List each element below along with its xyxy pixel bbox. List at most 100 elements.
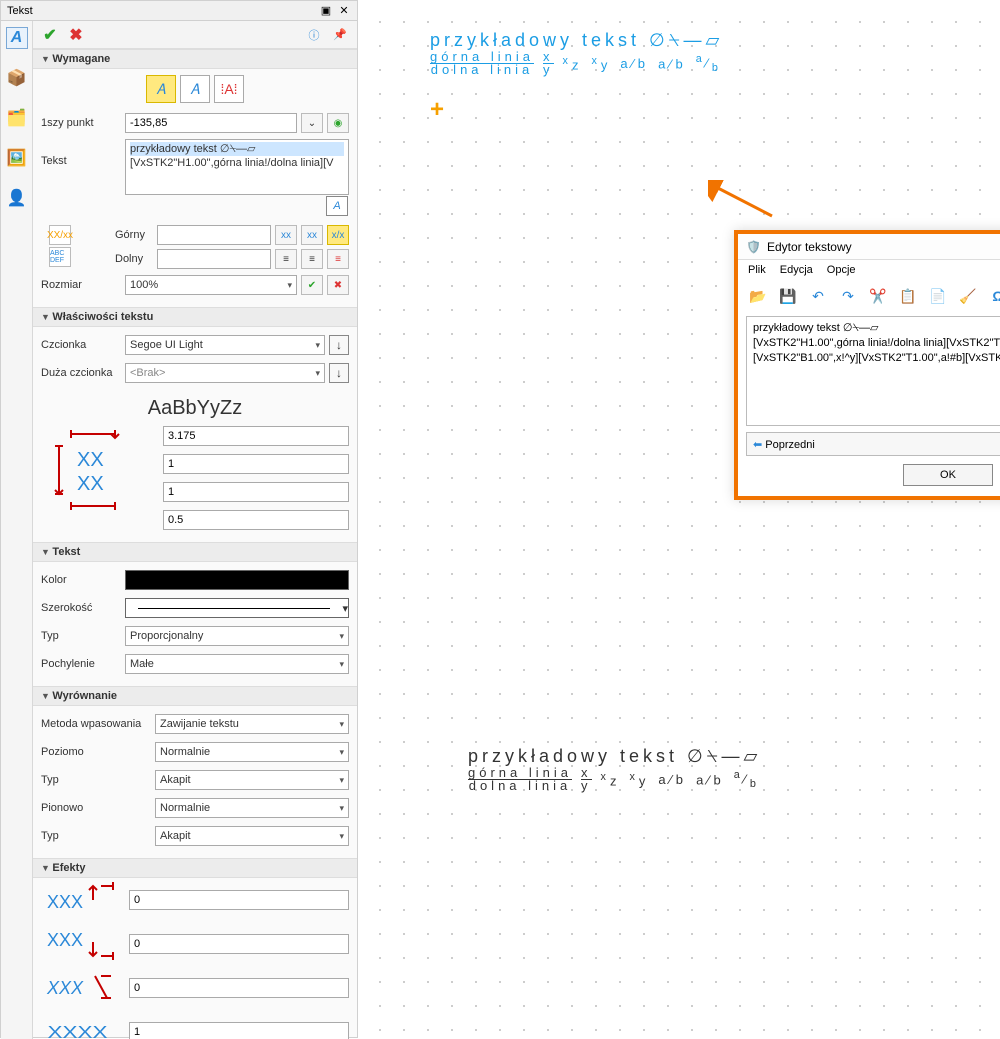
text-content-line1: przykładowy tekst ∅⍀—▱	[130, 142, 344, 156]
spacing-1-input[interactable]	[163, 426, 349, 446]
bigfont-dropdown[interactable]: <Brak>	[125, 363, 325, 383]
menu-file[interactable]: Plik	[748, 264, 766, 276]
panel-title: Tekst	[7, 5, 33, 17]
align-type1-dropdown[interactable]: Akapit	[155, 770, 349, 790]
lower-align3[interactable]: ≡	[327, 249, 349, 269]
panel-minimize-icon[interactable]: ▣	[319, 4, 333, 18]
first-point-input[interactable]	[125, 113, 297, 133]
effect2-input[interactable]	[129, 934, 349, 954]
align-type2-dropdown[interactable]: Akapit	[155, 826, 349, 846]
text-properties-panel: Tekst ▣ ✕ A 📦 🗂️ 🖼️ 👤 ✔ ✖ ⓘ 📌 Wymagane	[0, 0, 358, 1038]
spacing-4-input[interactable]	[163, 510, 349, 530]
size-accept[interactable]: ✔	[301, 275, 323, 295]
rail-layers-icon[interactable]: 🗂️	[6, 107, 28, 129]
required-section-header[interactable]: Wymagane	[33, 49, 357, 69]
editor-textarea[interactable]: przykładowy tekst ∅⍀—▱ [VxSTK2"H1.00",gó…	[746, 316, 1000, 426]
panel-close-icon[interactable]: ✕	[337, 4, 351, 18]
rail-3d-icon[interactable]: 📦	[6, 67, 28, 89]
effect3-icon: XXX	[41, 968, 121, 1008]
color-swatch[interactable]	[125, 570, 349, 590]
panel-top-actions: ✔ ✖ ⓘ 📌	[33, 21, 357, 49]
slant-label: Pochylenie	[41, 658, 121, 670]
rail-image-icon[interactable]: 🖼️	[6, 147, 28, 169]
style-outline-button[interactable]: 𝐴	[146, 75, 176, 103]
effect4-icon: XXXX	[41, 1012, 121, 1039]
effect1-input[interactable]	[129, 890, 349, 910]
font-label: Czcionka	[41, 339, 121, 351]
open-icon[interactable]: 📂	[746, 284, 770, 308]
clear-icon[interactable]: 🧹	[956, 284, 980, 308]
cancel-button[interactable]: ✖	[65, 24, 87, 46]
size-dropdown[interactable]: 100%	[125, 275, 297, 295]
open-text-editor-button[interactable]: A	[326, 196, 348, 216]
upper-align3[interactable]: x/x	[327, 225, 349, 245]
upper-align2[interactable]: xx	[301, 225, 323, 245]
lower-align1[interactable]: ≡	[275, 249, 297, 269]
lower-input[interactable]	[157, 249, 271, 269]
vert-dropdown[interactable]: Normalnie	[155, 798, 349, 818]
prev-button[interactable]: ⬅ Poprzedni	[753, 438, 815, 451]
style-solid-button[interactable]: 𝐴	[180, 75, 210, 103]
rail-user-icon[interactable]: 👤	[6, 187, 28, 209]
preview-text-black: przykładowy tekst ∅⍀—▱ górna liniadolna …	[468, 746, 761, 792]
pin-button[interactable]: 📌	[329, 24, 351, 46]
menu-options[interactable]: Opcje	[827, 264, 856, 276]
preview-black-line1: przykładowy tekst ∅⍀—▱	[468, 746, 761, 767]
editor-toolbar: 📂 💾 ↶ ↷ ✂️ 📋 📄 🧹 Ω ABCDEF π ABCDEF 🖶 🖼️ …	[738, 280, 1000, 312]
fraction-style-icon[interactable]: XX/xx	[49, 225, 71, 245]
drawing-canvas[interactable]: przykładowy tekst ∅⍀—▱ górna liniadolna …	[358, 0, 1000, 1038]
effect4-input[interactable]	[129, 1022, 349, 1039]
text-section-header[interactable]: Tekst	[33, 542, 357, 562]
save-icon[interactable]: 💾	[776, 284, 800, 308]
orange-callout-arrow	[708, 180, 778, 220]
point-pick-button[interactable]: ◉	[327, 113, 349, 133]
style-dotted-button[interactable]: ⁞A⁞	[214, 75, 244, 103]
point-expand-button[interactable]: ⌄	[301, 113, 323, 133]
cut-icon[interactable]: ✂️	[866, 284, 890, 308]
color-label: Kolor	[41, 574, 121, 586]
menu-edit[interactable]: Edycja	[780, 264, 813, 276]
text-content-line2: [VxSTK2"H1.00",górna linia!/dolna linia]…	[130, 156, 344, 170]
ok-button[interactable]: OK	[903, 464, 993, 486]
spacing-diagram-icon: XX XX	[41, 424, 157, 520]
editor-titlebar: 🛡️Edytor tekstowy 💬 ✕	[738, 234, 1000, 260]
upper-label: Górny	[115, 229, 153, 241]
omega-icon[interactable]: Ω	[986, 284, 1000, 308]
undo-icon[interactable]: ↶	[806, 284, 830, 308]
horiz-dropdown[interactable]: Normalnie	[155, 742, 349, 762]
font-dropdown[interactable]: Segoe UI Light	[125, 335, 325, 355]
text-content-field[interactable]: przykładowy tekst ∅⍀—▱ [VxSTK2"H1.00",gó…	[125, 139, 349, 195]
abc-def-icon[interactable]: ABC DEF	[49, 247, 71, 267]
editor-text-l1: przykładowy tekst ∅⍀—▱	[753, 321, 1000, 336]
font-detail-button[interactable]: ↓	[329, 335, 349, 355]
fitmethod-dropdown[interactable]: Zawijanie tekstu	[155, 714, 349, 734]
accept-button[interactable]: ✔	[39, 24, 61, 46]
spacing-3-input[interactable]	[163, 482, 349, 502]
paste-icon[interactable]: 📋	[896, 284, 920, 308]
effects-section-header[interactable]: Efekty	[33, 858, 357, 878]
editor-menu-bar: Plik Edycja Opcje	[738, 260, 1000, 280]
horiz-label: Poziomo	[41, 746, 151, 758]
fitmethod-label: Metoda wpasowania	[41, 718, 151, 730]
panel-scroll-area[interactable]: ✔ ✖ ⓘ 📌 Wymagane 𝐴 𝐴 ⁞A⁞ 1szy punkt ⌄	[33, 21, 357, 1039]
redo-icon[interactable]: ↷	[836, 284, 860, 308]
alignment-section-header[interactable]: Wyrównanie	[33, 686, 357, 706]
spacing-2-input[interactable]	[163, 454, 349, 474]
rail-text-icon[interactable]: A	[6, 27, 28, 49]
upper-input[interactable]	[157, 225, 271, 245]
type-label: Typ	[41, 630, 121, 642]
upper-align1[interactable]: xx	[275, 225, 297, 245]
lower-align2[interactable]: ≡	[301, 249, 323, 269]
effect3-input[interactable]	[129, 978, 349, 998]
type-dropdown[interactable]: Proporcjonalny	[125, 626, 349, 646]
info-button[interactable]: ⓘ	[303, 24, 325, 46]
slant-dropdown[interactable]: Małe	[125, 654, 349, 674]
stroke-width-dropdown[interactable]: ▾	[125, 598, 349, 618]
fraction-icon-stack: XX/xx ABC DEF	[49, 225, 71, 273]
textprops-section-header[interactable]: Właściwości tekstu	[33, 307, 357, 327]
text-editor-dialog: 🛡️Edytor tekstowy 💬 ✕ Plik Edycja Opcje …	[734, 230, 1000, 500]
bigfont-detail-button[interactable]: ↓	[329, 363, 349, 383]
size-cancel[interactable]: ✖	[327, 275, 349, 295]
preview-text-blue: przykładowy tekst ∅⍀—▱ górna liniadolna …	[430, 30, 723, 76]
copy-icon[interactable]: 📄	[926, 284, 950, 308]
